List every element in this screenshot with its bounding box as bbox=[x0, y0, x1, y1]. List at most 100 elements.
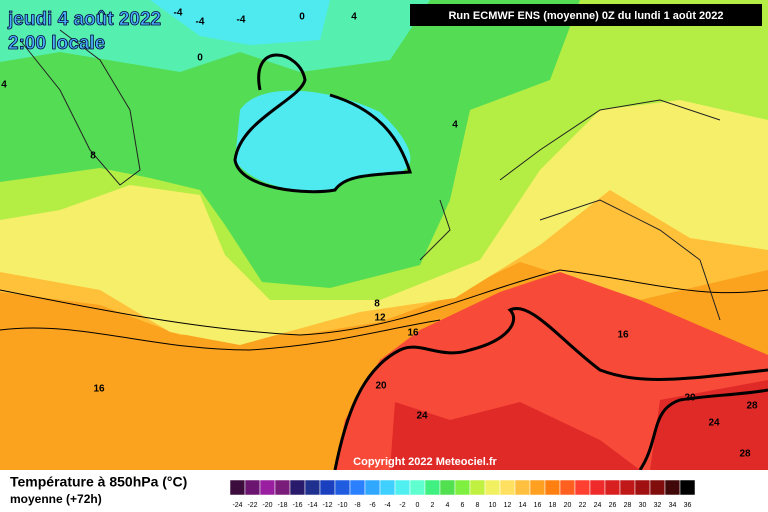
colorbar-swatch bbox=[274, 479, 291, 496]
time-title: 2:00 locale bbox=[8, 33, 105, 54]
contour-label: 8 bbox=[90, 151, 96, 162]
colorbar-swatch bbox=[379, 479, 396, 496]
colorbar-swatch bbox=[304, 479, 321, 496]
run-box bbox=[410, 4, 762, 26]
colorbar-label: 16 bbox=[534, 502, 542, 509]
colorbar-swatch bbox=[484, 479, 501, 496]
colorbar-swatch bbox=[349, 479, 366, 496]
colorbar-label: -8 bbox=[354, 502, 360, 509]
colorbar-swatch bbox=[499, 479, 516, 496]
colorbar-label: -22 bbox=[247, 502, 257, 509]
colorbar-label: 36 bbox=[684, 502, 692, 509]
colorbar-swatch bbox=[574, 479, 591, 496]
colorbar-swatch bbox=[544, 479, 561, 496]
colorbar-swatch bbox=[319, 479, 336, 496]
colorbar-label: -6 bbox=[369, 502, 375, 509]
contour-label: 20 bbox=[375, 381, 387, 392]
colorbar-label: -10 bbox=[337, 502, 347, 509]
temp-zone bbox=[235, 90, 411, 192]
colorbar-label: 0 bbox=[416, 502, 420, 509]
colorbar-swatch bbox=[589, 479, 606, 496]
colorbar-label: 24 bbox=[594, 502, 602, 509]
colorbar-swatch bbox=[559, 479, 576, 496]
contour-label: 4 bbox=[1, 80, 7, 91]
colorbar-label: 26 bbox=[609, 502, 617, 509]
colorbar-swatch bbox=[514, 479, 531, 496]
colorbar-label: 4 bbox=[446, 502, 450, 509]
colorbar-swatch bbox=[679, 479, 696, 496]
copyright: Copyright 2022 Meteociel.fr bbox=[353, 456, 497, 468]
colorbar-label: 2 bbox=[431, 502, 435, 509]
contour-label: -4 bbox=[174, 8, 183, 19]
colorbar-swatch bbox=[529, 479, 546, 496]
colorbar-label: -24 bbox=[232, 502, 242, 509]
contour-label: 4 bbox=[351, 12, 357, 23]
contour bbox=[0, 269, 768, 336]
colorbar-label: -14 bbox=[307, 502, 317, 509]
run-info: Run ECMWF ENS (moyenne) 0Z du lundi 1 ao… bbox=[448, 10, 723, 22]
colorbar-swatch bbox=[244, 479, 261, 496]
contour-label: 28 bbox=[739, 449, 751, 460]
contour-label: 16 bbox=[617, 330, 629, 341]
date-title: jeudi 4 août 2022 bbox=[7, 9, 161, 30]
contour bbox=[233, 53, 412, 194]
legend-title: Température à 850hPa (°C) bbox=[10, 474, 187, 490]
colorbar-label: -20 bbox=[262, 502, 272, 509]
colorbar-label: 6 bbox=[461, 502, 465, 509]
colorbar-label: -18 bbox=[277, 502, 287, 509]
colorbar-label: 12 bbox=[504, 502, 512, 509]
colorbar-swatch bbox=[634, 479, 651, 496]
colorbar-label: 34 bbox=[669, 502, 677, 509]
colorbar-label: 30 bbox=[639, 502, 647, 509]
colorbar-swatch bbox=[454, 479, 471, 496]
colorbar-label: -16 bbox=[292, 502, 302, 509]
coastline bbox=[19, 29, 721, 321]
colorbar-swatch bbox=[334, 479, 351, 496]
colorbar-swatch bbox=[604, 479, 621, 496]
contour-label: -4 bbox=[237, 15, 246, 26]
colorbar-swatch bbox=[649, 479, 666, 496]
colorbar-swatch bbox=[439, 479, 456, 496]
colorbar-swatch bbox=[289, 479, 306, 496]
colorbar-swatch bbox=[409, 479, 426, 496]
colorbar-label: -2 bbox=[399, 502, 405, 509]
colorbar-swatch bbox=[259, 479, 276, 496]
legend-subtitle: moyenne (+72h) bbox=[10, 492, 102, 506]
colorbar-swatch bbox=[364, 479, 381, 496]
contour-label: 8 bbox=[374, 299, 380, 310]
contour-label: 16 bbox=[93, 384, 105, 395]
colorbar-swatch bbox=[229, 479, 246, 496]
colorbar-swatch bbox=[424, 479, 441, 496]
colorbar-label: 32 bbox=[654, 502, 662, 509]
contour-label: 24 bbox=[708, 418, 720, 429]
temp-zone bbox=[150, 0, 330, 45]
contour-label: 0 bbox=[299, 12, 305, 23]
map: Run ECMWF ENS (moyenne) 0Z du lundi 1 ao… bbox=[0, 0, 768, 471]
colorbar-swatch bbox=[394, 479, 411, 496]
contour bbox=[638, 388, 768, 471]
colorbar-label: 14 bbox=[519, 502, 527, 509]
contour-label: 24 bbox=[416, 411, 428, 422]
colorbar-label: 8 bbox=[476, 502, 480, 509]
colorbar-swatch bbox=[664, 479, 681, 496]
contour-label: 12 bbox=[374, 313, 386, 324]
contour-label: 16 bbox=[407, 328, 419, 339]
colorbar-label: 18 bbox=[549, 502, 557, 509]
colorbar-swatch bbox=[469, 479, 486, 496]
colorbar-label: 22 bbox=[579, 502, 587, 509]
colorbar-label: 10 bbox=[489, 502, 497, 509]
colorbar-label: -12 bbox=[322, 502, 332, 509]
contour-label: 20 bbox=[684, 393, 696, 404]
colorbar: -24 -22 -20 -18 -16 -14 -12 -10 -8 -6 -4 -2 0 2 4 6 8 10 1… bbox=[229, 479, 696, 509]
contour-label: 4 bbox=[452, 120, 458, 131]
contour bbox=[0, 319, 441, 351]
colorbar-label: 20 bbox=[564, 502, 572, 509]
colorbar-label: -4 bbox=[384, 502, 390, 509]
contour-label: 0 bbox=[197, 53, 203, 64]
contour-label: -4 bbox=[196, 17, 205, 28]
colorbar-label: 28 bbox=[624, 502, 632, 509]
contour bbox=[333, 307, 768, 471]
contour-label: 28 bbox=[746, 401, 758, 412]
contour-labels: -4 -4 -4 0 4 0 4 8 4 8 12 16 16 20 24 16 20 28 24 28 bbox=[1, 8, 758, 460]
